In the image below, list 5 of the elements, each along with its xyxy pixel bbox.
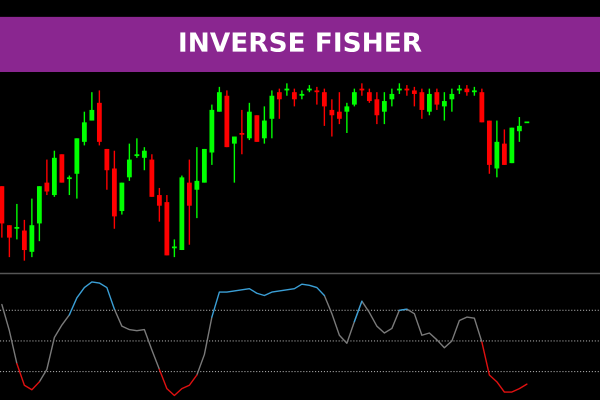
candlestick <box>509 126 514 164</box>
candlestick <box>59 154 64 184</box>
chart-title: INVERSE FISHER <box>180 32 422 52</box>
candlestick <box>254 114 260 143</box>
candlestick <box>202 148 207 184</box>
